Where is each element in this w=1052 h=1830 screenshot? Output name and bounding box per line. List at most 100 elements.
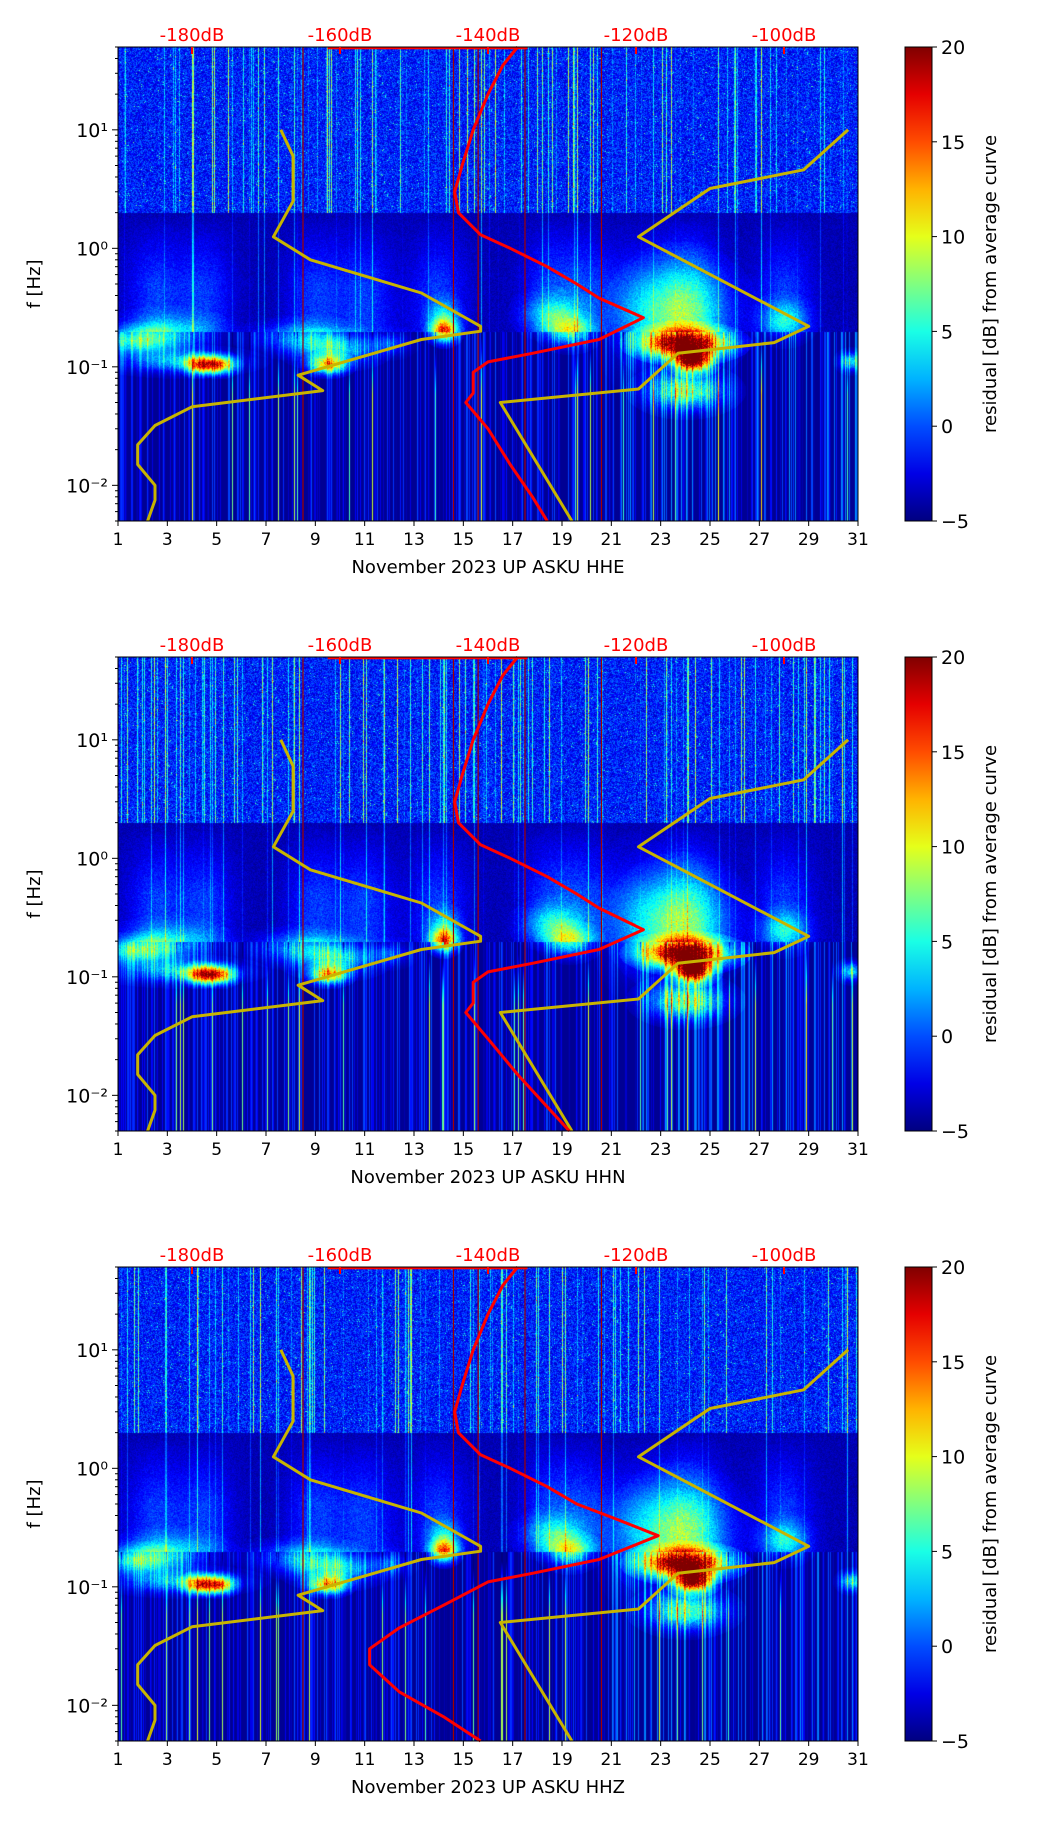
colorbar-label: residual [dB] from average curve	[980, 745, 1001, 1043]
colorbar-tick-label: −5	[941, 511, 969, 533]
plot-frame	[117, 1266, 859, 1742]
x-tick-label: 3	[162, 1750, 173, 1770]
x-tick-label: 29	[798, 1750, 820, 1770]
x-tick-label: 1	[113, 1140, 124, 1160]
colorbar-tick-label: −5	[941, 1121, 969, 1143]
x-tick-label: 9	[310, 1140, 321, 1160]
x-tick-label: 25	[699, 1140, 721, 1160]
colorbar-tick-label: 15	[941, 742, 965, 764]
colorbar-tick-label: 5	[941, 1541, 953, 1563]
x-tick-label: 11	[354, 1140, 376, 1160]
spectrogram-image	[118, 657, 858, 1131]
colorbar-tick-label: 20	[941, 647, 965, 669]
y-tick-label: 10⁻¹	[66, 357, 108, 379]
x-tick-label: 23	[650, 530, 672, 550]
x-tick-label: 1	[113, 1750, 124, 1770]
x-tick-label: 19	[551, 530, 573, 550]
top-db-label: -160dB	[308, 635, 373, 656]
top-db-label: -160dB	[308, 25, 373, 46]
colorbar-tick-label: 15	[941, 132, 965, 154]
yellow-curve	[136, 739, 483, 1132]
x-tick-label: 15	[453, 1750, 475, 1770]
x-tick-label: 27	[749, 530, 771, 550]
y-tick-label: 10⁰	[76, 848, 108, 870]
x-tick-label: 3	[162, 1140, 173, 1160]
x-tick-label: 17	[502, 1750, 524, 1770]
top-db-label: -120dB	[604, 635, 669, 656]
x-tick-label: 19	[551, 1750, 573, 1770]
x-tick-label: 7	[261, 530, 272, 550]
x-tick-label: 19	[551, 1140, 573, 1160]
colorbar-tick-label: 15	[941, 1352, 965, 1374]
x-tick-label: 21	[601, 530, 623, 550]
top-db-label: -180dB	[160, 25, 225, 46]
average-psd	[453, 656, 645, 1133]
y-tick-label: 10⁻²	[66, 475, 108, 497]
x-tick-label: 1	[113, 530, 124, 550]
x-tick-label: 31	[847, 1140, 869, 1160]
x-tick-label: 5	[211, 1140, 222, 1160]
top-db-label: -140dB	[456, 635, 521, 656]
y-tick-label: 10¹	[76, 120, 108, 142]
top-db-label: -100dB	[752, 1245, 817, 1266]
top-db-label: -120dB	[604, 25, 669, 46]
x-tick-label: 9	[310, 530, 321, 550]
x-axis-label: November 2023 UP ASKU HHN	[350, 1167, 625, 1188]
x-tick-label: 5	[211, 1750, 222, 1770]
x-tick-label: 25	[699, 1750, 721, 1770]
x-tick-label: 23	[650, 1750, 672, 1770]
average-psd	[368, 1266, 660, 1743]
y-tick-label: 10¹	[76, 730, 108, 752]
colorbar-tick-label: 0	[941, 1026, 953, 1048]
colorbar-label: residual [dB] from average curve	[980, 1355, 1001, 1653]
y-axis-label: f [Hz]	[24, 869, 45, 918]
y-tick-label: 10⁰	[76, 238, 108, 260]
x-tick-label: 9	[310, 1750, 321, 1770]
top-db-label: -140dB	[456, 1245, 521, 1266]
x-tick-label: 5	[211, 530, 222, 550]
top-db-label: -100dB	[752, 25, 817, 46]
x-tick-label: 21	[601, 1750, 623, 1770]
y-tick-label: 10⁻²	[66, 1085, 108, 1107]
y-tick-label: 10⁻²	[66, 1695, 108, 1717]
y-tick-label: 10⁰	[76, 1458, 108, 1480]
top-db-label: -180dB	[160, 635, 225, 656]
x-tick-label: 17	[502, 530, 524, 550]
colorbar-tick-label: 10	[941, 1447, 965, 1469]
yellow-curve-2	[498, 1348, 850, 1742]
x-axis-label: November 2023 UP ASKU HHZ	[351, 1777, 625, 1798]
x-tick-label: 27	[749, 1750, 771, 1770]
x-tick-label: 17	[502, 1140, 524, 1160]
top-db-label: -160dB	[308, 1245, 373, 1266]
x-tick-label: 15	[453, 530, 475, 550]
x-tick-label: 21	[601, 1140, 623, 1160]
colorbar-tick-label: 10	[941, 837, 965, 859]
colorbar-tick-label: 0	[941, 1636, 953, 1658]
top-db-label: -140dB	[456, 25, 521, 46]
y-tick-label: 10⁻¹	[66, 967, 108, 989]
colorbar	[904, 46, 933, 522]
x-tick-label: 13	[403, 1750, 425, 1770]
colorbar-tick-label: 5	[941, 321, 953, 343]
x-tick-label: 25	[699, 530, 721, 550]
spectrogram-panel-hhn: 1 3 5 7 9 11 13 15 17 19 21 23 25 27 29 31 November 2023…	[0, 610, 1052, 1220]
yellow-curve-2	[498, 128, 850, 522]
colorbar	[904, 656, 933, 1132]
colorbar-label: residual [dB] from average curve	[980, 135, 1001, 433]
x-tick-label: 29	[798, 530, 820, 550]
colorbar-tick-label: 10	[941, 227, 965, 249]
yellow-curve-2	[498, 738, 850, 1132]
spectrogram-image	[118, 1267, 858, 1741]
plot-frame	[117, 46, 859, 522]
y-tick-label: 10⁻¹	[66, 1577, 108, 1599]
top-db-label: -100dB	[752, 635, 817, 656]
spectrogram-panel-hhz: 1 3 5 7 9 11 13 15 17 19 21 23 25 27 29 31 November 2023…	[0, 1220, 1052, 1830]
colorbar-tick-label: 0	[941, 416, 953, 438]
x-tick-label: 31	[847, 530, 869, 550]
yellow-curve	[136, 1349, 483, 1742]
average-psd	[453, 46, 645, 522]
plot-frame	[117, 656, 859, 1132]
x-tick-label: 7	[261, 1140, 272, 1160]
